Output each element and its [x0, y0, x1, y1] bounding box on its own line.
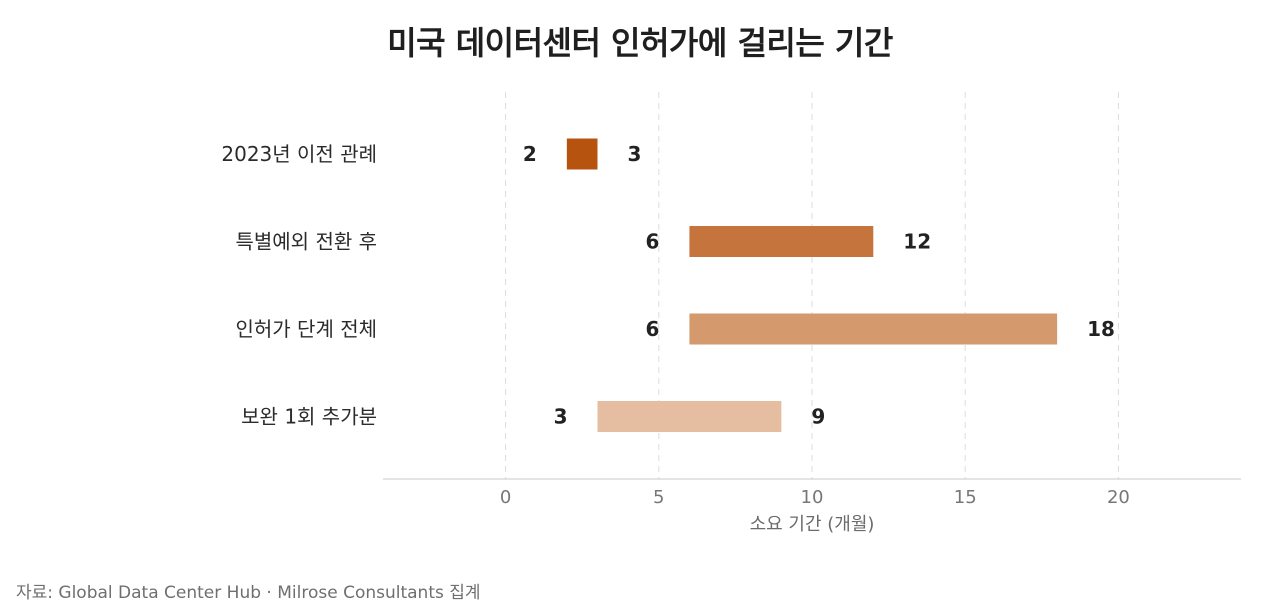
x-tick-label: 5	[653, 487, 664, 508]
category-label: 보완 1회 추가분	[241, 405, 377, 429]
start-value-label: 3	[554, 405, 568, 429]
x-tick-label: 15	[954, 487, 977, 508]
bars	[566, 138, 1058, 432]
start-value-label: 6	[646, 317, 660, 341]
x-tick-label: 10	[801, 487, 824, 508]
range-bar	[597, 401, 782, 432]
category-label: 특별예외 전환 후	[235, 230, 377, 254]
range-bar	[689, 226, 874, 257]
end-value-label: 12	[903, 230, 931, 254]
range-bar	[566, 138, 598, 170]
range-bar	[689, 313, 1058, 345]
x-tick-label: 20	[1107, 487, 1130, 508]
chart-title: 미국 데이터센터 인허가에 걸리는 기간	[387, 24, 893, 62]
category-label: 2023년 이전 관례	[221, 142, 377, 166]
x-tick-labels: 0 5 10 15 20	[500, 487, 1130, 508]
data-labels: 2 3 6 12 6 18 3 9	[523, 142, 1115, 429]
end-value-label: 9	[811, 405, 825, 429]
category-label: 인허가 단계 전체	[235, 317, 377, 341]
end-value-label: 3	[628, 142, 642, 166]
start-value-label: 2	[523, 142, 537, 166]
end-value-label: 18	[1087, 317, 1115, 341]
start-value-label: 6	[646, 230, 660, 254]
x-axis-title: 소요 기간 (개월)	[750, 514, 875, 535]
x-tick-label: 0	[500, 487, 511, 508]
source-note: 자료: Global Data Center Hub · Milrose Con…	[16, 583, 481, 603]
